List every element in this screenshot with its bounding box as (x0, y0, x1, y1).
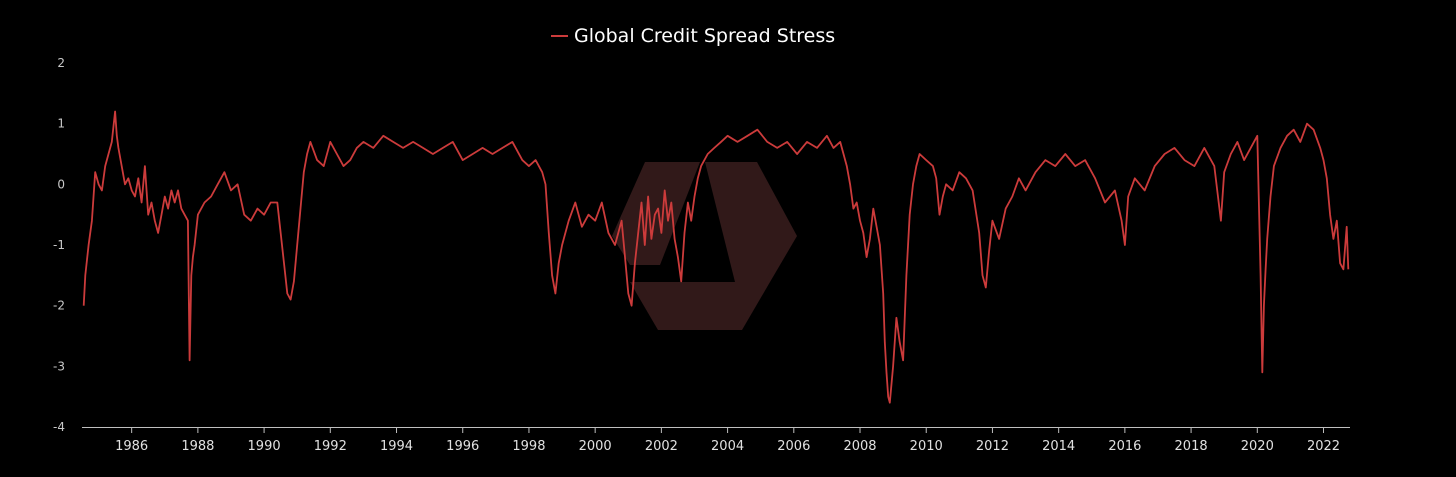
y-tick-label: -3 (53, 359, 65, 373)
y-tick-label: 1 (57, 117, 65, 131)
x-tick-label: 1996 (446, 439, 479, 454)
y-tick-label: 0 (57, 177, 65, 191)
x-tick-label: 2012 (976, 439, 1009, 454)
x-tick-label: 1990 (248, 439, 281, 454)
y-axis: 2 1 0 -1 -2 -3 -4 (53, 56, 65, 434)
x-tick-label: 2018 (1175, 439, 1208, 454)
x-tick-label: 2022 (1307, 439, 1340, 454)
x-tick-label: 2008 (843, 439, 876, 454)
x-tick-label: 2004 (711, 439, 744, 454)
logo-watermark-segment (630, 282, 770, 330)
legend: Global Credit Spread Stress (551, 25, 835, 47)
x-tick-label: 1994 (380, 439, 413, 454)
y-tick-label: -4 (53, 420, 65, 434)
x-tick-label: 1998 (512, 439, 545, 454)
x-axis: 1986 1988 1990 1992 1994 1996 1998 2000 2002 2004… (82, 427, 1350, 454)
x-tick-label: 1986 (115, 439, 148, 454)
x-tick-label: 2014 (1042, 439, 1075, 454)
series-line-global-credit-spread-stress (82, 110, 1350, 404)
series-layer (82, 110, 1350, 404)
y-tick-label: 2 (57, 56, 65, 70)
logo-watermark (612, 162, 797, 330)
y-tick-label: -1 (53, 238, 65, 252)
x-tick-label: 2016 (1108, 439, 1141, 454)
x-tick-label: 2020 (1241, 439, 1274, 454)
x-tick-label: 2000 (579, 439, 612, 454)
x-tick-label: 1992 (314, 439, 347, 454)
y-tick-label: -2 (53, 299, 65, 313)
x-tick-label: 2010 (910, 439, 943, 454)
x-tick-label: 1988 (181, 439, 214, 454)
legend-label: Global Credit Spread Stress (574, 25, 835, 47)
x-tick-label: 2002 (645, 439, 678, 454)
x-tick-label: 2006 (777, 439, 810, 454)
logo-watermark-segment (705, 162, 797, 282)
